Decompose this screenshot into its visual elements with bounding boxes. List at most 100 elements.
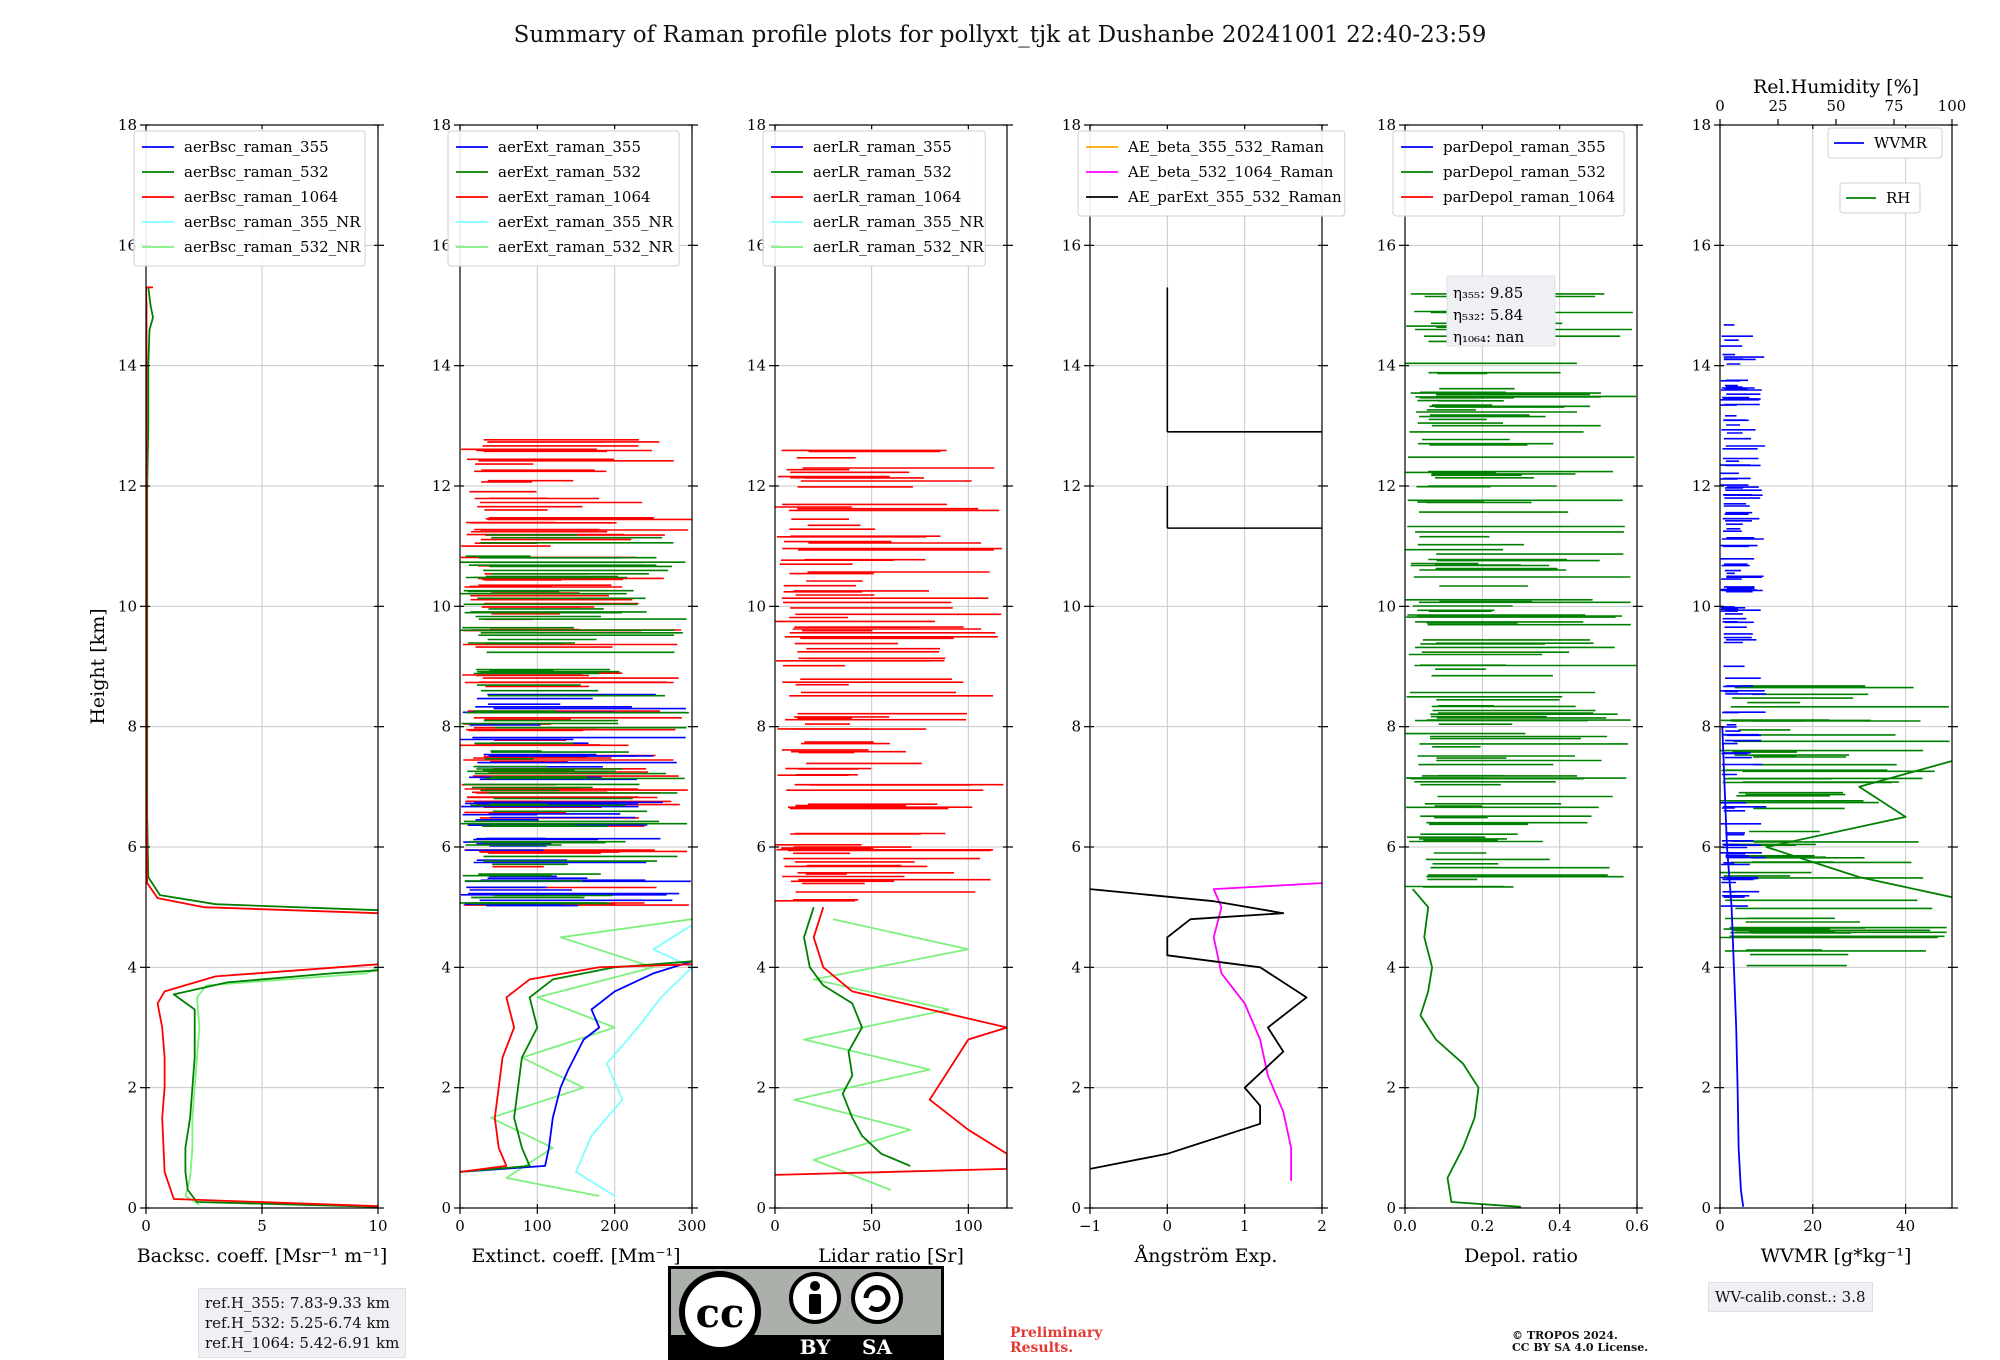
ytick-label: 12 xyxy=(118,477,137,495)
x-axis-label: Lidar ratio [Sr] xyxy=(818,1245,964,1267)
wv-calib-box: WV-calib.const.: 3.8 xyxy=(1708,1282,1873,1312)
legend-label-2: aerLR_raman_1064 xyxy=(813,188,961,206)
legend-box xyxy=(1827,127,1943,159)
xtick-label: 0 xyxy=(455,1217,465,1235)
legend-label-1: parDepol_raman_532 xyxy=(1443,163,1606,181)
legend-label-4: aerLR_raman_532_NR xyxy=(813,238,984,256)
ytick-label: 4 xyxy=(756,958,766,976)
axes-frame xyxy=(1089,124,1323,1209)
ytick-label: 4 xyxy=(127,958,137,976)
ytick-label: 14 xyxy=(118,357,137,375)
legend: AE_beta_355_532_Raman AE_beta_532_1064_Ra… xyxy=(1077,130,1346,217)
ytick-label: 18 xyxy=(432,116,451,134)
ytick-label: 18 xyxy=(747,116,766,134)
xtick-label: 100 xyxy=(523,1217,552,1235)
x-axis-label: Depol. ratio xyxy=(1464,1245,1578,1267)
xtick-label: 40 xyxy=(1896,1217,1915,1235)
xtick-label: 100 xyxy=(954,1217,983,1235)
noise-band-green xyxy=(1720,685,1950,967)
preliminary-note: Preliminary Results. xyxy=(1010,1326,1102,1356)
series-line-aerExt_raman_355_NR xyxy=(575,924,692,1197)
panel-2: 0 2 4 6 8 10 12 14 16 18 0 100 200 300 Extinct. coeff.… xyxy=(432,116,706,1267)
annotation-line-2: η₁₀₆₄: nan xyxy=(1453,328,1524,346)
x-axis-label: WVMR [g*kg⁻¹] xyxy=(1761,1245,1912,1267)
by-text: BY xyxy=(800,1335,832,1359)
legend-box xyxy=(133,130,366,267)
legend: aerExt_raman_355 aerExt_raman_532 aerExt_r… xyxy=(447,130,680,267)
sa-share-icon xyxy=(851,1272,903,1324)
figure-title: Summary of Raman profile plots for polly… xyxy=(513,22,1487,48)
ytick-label: 18 xyxy=(118,116,137,134)
top-xtick-label: 100 xyxy=(1938,97,1967,115)
series-line-aerExt_raman_355 xyxy=(460,960,692,1173)
plot-area xyxy=(460,439,692,1197)
ytick-label: 14 xyxy=(1377,357,1396,375)
ytick-label: 4 xyxy=(1386,958,1396,976)
legend-label-3: aerBsc_raman_355_NR xyxy=(184,213,361,231)
ytick-label: 2 xyxy=(441,1079,451,1097)
legend: aerLR_raman_355 aerLR_raman_532 aerLR_rama… xyxy=(762,130,986,267)
legend-label-1: aerBsc_raman_532 xyxy=(184,163,329,181)
series-line-aerBsc_raman_1064 xyxy=(156,963,378,1208)
refh-355: ref.H_355: 7.83-9.33 km xyxy=(205,1294,390,1312)
legend-box xyxy=(762,130,986,267)
ytick-label: 6 xyxy=(1386,838,1396,856)
ytick-label: 16 xyxy=(1377,236,1396,254)
xtick-label: 0 xyxy=(1163,1217,1173,1235)
plot-area xyxy=(1090,287,1322,1181)
ytick-label: 6 xyxy=(1071,838,1081,856)
annotation-box xyxy=(1446,275,1556,347)
ytick-label: 18 xyxy=(1062,116,1081,134)
legend-label-0: aerLR_raman_355 xyxy=(813,138,952,156)
ytick-label: 12 xyxy=(432,477,451,495)
ytick-label: 0 xyxy=(441,1199,451,1217)
plot-area xyxy=(1720,324,1952,1207)
x-axis-label: Backsc. coeff. [Msr⁻¹ m⁻¹] xyxy=(137,1245,388,1267)
legend-label-1: AE_beta_532_1064_Raman xyxy=(1127,163,1334,181)
series-line-aerBsc_raman_532_NR xyxy=(184,966,378,1206)
series-line-aerLR_raman_1064 xyxy=(775,906,1007,1176)
cc-text: cc xyxy=(696,1290,745,1337)
xtick-label: 0 xyxy=(141,1217,151,1235)
ytick-label: 12 xyxy=(1377,477,1396,495)
ytick-label: 2 xyxy=(1701,1079,1711,1097)
legend: aerBsc_raman_355 aerBsc_raman_532 aerBsc_r… xyxy=(133,130,366,267)
ytick-label: 2 xyxy=(756,1079,766,1097)
xtick-label: 200 xyxy=(600,1217,629,1235)
series-line-parDepol_raman_532 xyxy=(1412,888,1522,1208)
legend-RH: RH xyxy=(1839,182,1921,214)
y-axis-label: Height [km] xyxy=(87,608,109,724)
legend-label-0: AE_beta_355_532_Raman xyxy=(1127,138,1324,156)
copyright-line-1: © TROPOS 2024. xyxy=(1512,1329,1618,1342)
legend-box xyxy=(447,130,680,267)
xtick-label: 300 xyxy=(678,1217,707,1235)
legend-label-2: parDepol_raman_1064 xyxy=(1443,188,1615,206)
ytick-label: 8 xyxy=(127,718,137,736)
xtick-label: 0.0 xyxy=(1393,1217,1417,1235)
ytick-label: 14 xyxy=(747,357,766,375)
ytick-label: 18 xyxy=(1377,116,1396,134)
noise-band-green xyxy=(1405,293,1637,888)
ytick-label: 10 xyxy=(747,597,766,615)
xtick-label: 50 xyxy=(862,1217,881,1235)
ytick-label: 14 xyxy=(1692,357,1711,375)
ytick-label: 18 xyxy=(1692,116,1711,134)
copyright-line-2: CC BY SA 4.0 License. xyxy=(1512,1341,1649,1354)
series-line-aerLR_raman_532 xyxy=(803,906,911,1167)
ytick-label: 10 xyxy=(1377,597,1396,615)
legend-WVMR: WVMR xyxy=(1827,127,1943,159)
xtick-label: 0.2 xyxy=(1470,1217,1494,1235)
ytick-label: 14 xyxy=(1062,357,1081,375)
ytick-label: 4 xyxy=(1701,958,1711,976)
wv-calib-text: WV-calib.const.: 3.8 xyxy=(1715,1288,1866,1306)
legend-label: RH xyxy=(1886,189,1910,207)
series-line-aerLR_raman_532_NR xyxy=(793,918,970,1191)
panel-1: 0 2 4 6 8 10 12 14 16 18 0 5 10 Backsc. coeff. [Msr⁻¹… xyxy=(87,116,388,1267)
ytick-label: 16 xyxy=(1692,236,1711,254)
xtick-label: −1 xyxy=(1079,1217,1101,1235)
ytick-label: 10 xyxy=(432,597,451,615)
cc-circle-icon xyxy=(679,1271,761,1353)
